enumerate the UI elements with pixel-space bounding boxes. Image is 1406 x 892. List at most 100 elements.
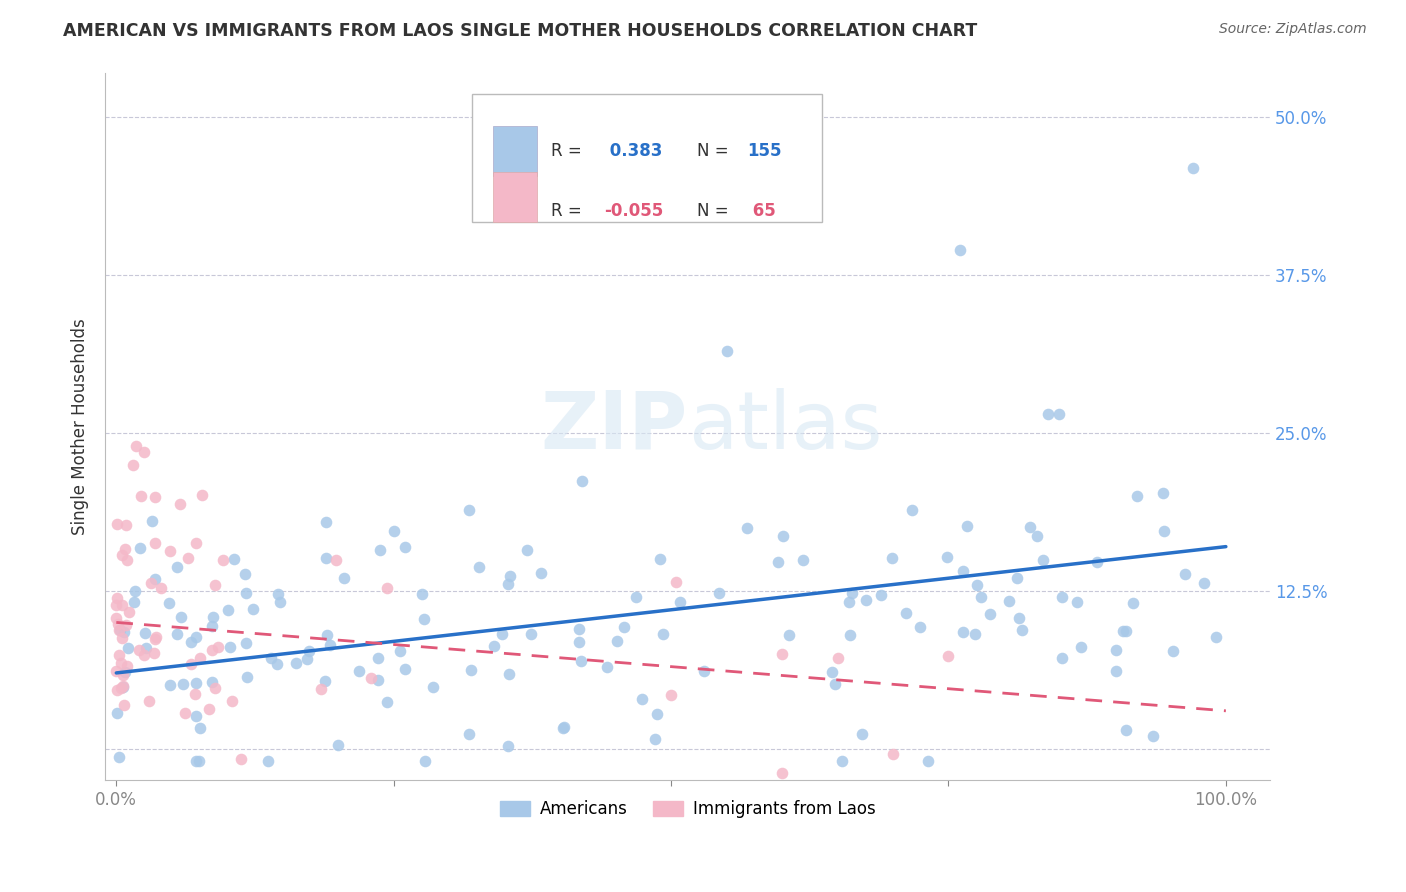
Point [207,640,229,654]
Point [105,611,128,625]
Point [645,707,668,722]
Point [169,497,191,511]
Point [498,667,520,681]
Point [328,738,350,752]
Point [970,591,993,605]
Point [201,674,224,689]
Text: -0.055: -0.055 [603,202,664,220]
Point [841,586,863,600]
Point [855,593,877,607]
Point [963,626,986,640]
Point [269,595,291,609]
Point [568,635,591,649]
Point [204,681,226,695]
Point [111,631,134,645]
Point [117,658,139,673]
Point [111,548,134,562]
Point [184,709,207,723]
Point [482,639,505,653]
Point [221,694,243,708]
Point [1008,611,1031,625]
Point [105,665,128,679]
Point [824,677,846,691]
Text: 0.383: 0.383 [603,142,662,160]
Point [412,612,434,626]
Point [792,553,814,567]
Point [422,681,444,695]
Point [367,673,389,688]
Point [770,766,793,780]
Point [112,667,135,681]
Point [1085,555,1108,569]
Point [172,677,194,691]
Point [768,555,790,569]
Point [394,662,416,676]
Point [460,663,482,677]
Point [159,544,181,558]
Point [134,648,156,662]
Point [1112,624,1135,639]
Point [222,552,245,566]
Point [129,489,152,503]
Point [166,560,188,574]
Point [669,595,692,609]
Point [624,591,647,605]
Point [235,586,257,600]
Point [659,688,682,702]
Point [114,665,136,679]
Point [491,627,513,641]
Point [838,595,860,609]
Point [952,564,974,578]
Point [180,635,202,649]
Point [110,656,132,670]
Text: Source: ZipAtlas.com: Source: ZipAtlas.com [1219,22,1367,37]
Point [260,651,283,665]
Point [309,681,332,696]
Point [956,519,979,533]
Text: R =: R = [551,202,588,220]
Point [111,679,134,693]
Point [770,648,793,662]
Point [838,627,860,641]
Point [105,598,128,612]
Point [115,618,138,632]
Point [150,581,173,595]
Point [520,626,543,640]
Point [186,630,208,644]
Point [112,680,135,694]
Point [458,503,481,517]
Point [413,755,436,769]
Point [285,657,308,671]
Point [1066,594,1088,608]
Point [201,643,224,657]
Point [530,566,553,581]
Point [129,541,152,555]
Point [347,664,370,678]
Point [1126,489,1149,503]
Point [143,646,166,660]
Point [648,552,671,566]
Point [184,675,207,690]
Point [117,641,139,656]
Point [229,752,252,766]
Point [191,487,214,501]
Point [211,552,233,566]
Point [394,541,416,555]
Point [105,682,128,697]
Point [553,720,575,734]
Point [266,657,288,671]
Point [145,630,167,644]
Point [202,610,225,624]
Point [1205,630,1227,644]
Point [112,625,135,640]
Point [1181,161,1204,175]
Point [375,696,398,710]
Point [242,602,264,616]
Point [188,650,211,665]
Text: AMERICAN VS IMMIGRANTS FROM LAOS SINGLE MOTHER HOUSEHOLDS CORRELATION CHART: AMERICAN VS IMMIGRANTS FROM LAOS SINGLE … [63,22,977,40]
Point [499,569,522,583]
Point [382,524,405,539]
Point [551,721,574,735]
Point [204,578,226,592]
Point [105,517,128,532]
